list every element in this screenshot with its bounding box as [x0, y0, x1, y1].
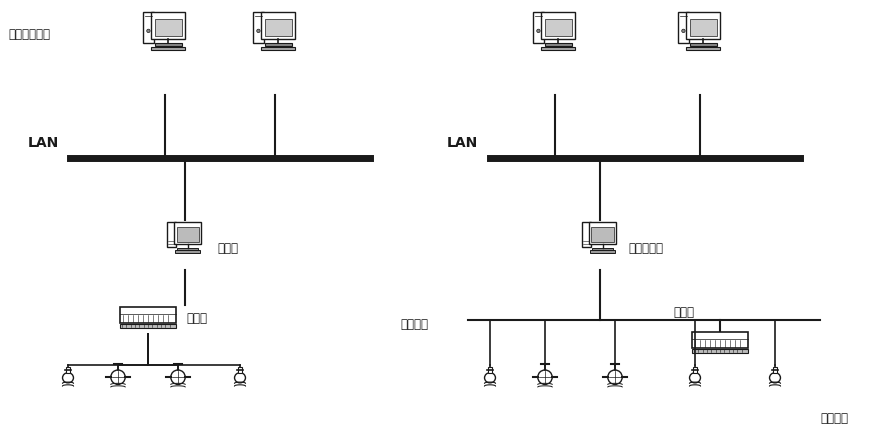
- FancyBboxPatch shape: [143, 12, 154, 44]
- FancyBboxPatch shape: [591, 227, 613, 242]
- FancyBboxPatch shape: [689, 44, 716, 46]
- Text: 主机或服务器: 主机或服务器: [8, 29, 50, 41]
- Circle shape: [681, 29, 684, 33]
- FancyBboxPatch shape: [592, 247, 612, 250]
- Ellipse shape: [484, 373, 495, 383]
- FancyBboxPatch shape: [541, 47, 575, 50]
- Text: LAN: LAN: [447, 136, 478, 150]
- Circle shape: [256, 29, 260, 33]
- FancyBboxPatch shape: [692, 367, 696, 373]
- FancyBboxPatch shape: [541, 12, 575, 39]
- FancyBboxPatch shape: [238, 367, 241, 373]
- FancyBboxPatch shape: [261, 12, 295, 39]
- FancyBboxPatch shape: [264, 44, 291, 46]
- FancyBboxPatch shape: [692, 333, 747, 348]
- Ellipse shape: [234, 373, 245, 383]
- FancyBboxPatch shape: [692, 348, 747, 353]
- FancyBboxPatch shape: [120, 324, 176, 328]
- FancyBboxPatch shape: [151, 47, 185, 50]
- FancyBboxPatch shape: [689, 19, 716, 36]
- Ellipse shape: [62, 373, 74, 383]
- Text: 现场设备: 现场设备: [819, 411, 847, 425]
- FancyBboxPatch shape: [581, 222, 590, 247]
- FancyBboxPatch shape: [155, 44, 182, 46]
- Text: 操作站: 操作站: [217, 242, 238, 254]
- Circle shape: [111, 370, 125, 385]
- Text: LAN: LAN: [28, 136, 59, 150]
- FancyBboxPatch shape: [120, 307, 176, 323]
- Circle shape: [537, 370, 551, 385]
- Circle shape: [536, 29, 539, 33]
- Text: 控制站: 控制站: [186, 311, 206, 325]
- FancyBboxPatch shape: [253, 12, 263, 44]
- FancyBboxPatch shape: [66, 367, 70, 373]
- FancyBboxPatch shape: [589, 250, 615, 253]
- Text: 现场总线: 现场总线: [399, 318, 428, 332]
- FancyBboxPatch shape: [686, 12, 720, 39]
- FancyBboxPatch shape: [544, 44, 572, 46]
- Ellipse shape: [768, 373, 780, 383]
- Circle shape: [170, 370, 185, 385]
- FancyBboxPatch shape: [544, 19, 572, 36]
- FancyBboxPatch shape: [151, 12, 185, 39]
- FancyBboxPatch shape: [686, 47, 720, 50]
- FancyBboxPatch shape: [487, 367, 492, 373]
- Text: 控制站: 控制站: [673, 306, 694, 318]
- Ellipse shape: [688, 373, 700, 383]
- FancyBboxPatch shape: [588, 222, 615, 244]
- FancyBboxPatch shape: [155, 19, 182, 36]
- Circle shape: [607, 370, 622, 385]
- FancyBboxPatch shape: [677, 12, 688, 44]
- FancyBboxPatch shape: [177, 247, 198, 250]
- Text: 监控工作站: 监控工作站: [627, 242, 662, 254]
- FancyBboxPatch shape: [175, 250, 200, 253]
- FancyBboxPatch shape: [532, 12, 543, 44]
- FancyBboxPatch shape: [176, 227, 198, 242]
- FancyBboxPatch shape: [264, 19, 291, 36]
- FancyBboxPatch shape: [167, 222, 176, 247]
- FancyBboxPatch shape: [174, 222, 201, 244]
- FancyBboxPatch shape: [773, 367, 776, 373]
- FancyBboxPatch shape: [261, 47, 295, 50]
- Circle shape: [147, 29, 150, 33]
